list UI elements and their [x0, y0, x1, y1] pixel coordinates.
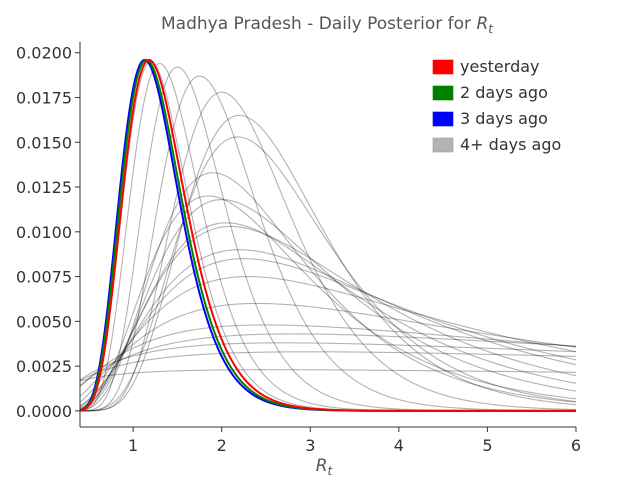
legend-swatch — [432, 59, 454, 75]
posterior-curve-older-3 — [79, 324, 577, 387]
posterior-curve-older-18 — [79, 75, 576, 412]
posterior-curve-older-14 — [79, 258, 577, 407]
x-axis-label-subscript: t — [328, 464, 334, 478]
x-tick-label: 5 — [482, 436, 492, 455]
x-tick-label: 2 — [217, 436, 227, 455]
x-tick-label: 6 — [571, 436, 581, 455]
x-tick-label: 4 — [394, 436, 404, 455]
posterior-curve-yesterday — [79, 58, 576, 412]
y-tick-label: 0.0050 — [16, 312, 72, 331]
posterior-curve-older-16 — [79, 136, 577, 412]
legend-label: yesterday — [460, 57, 540, 76]
chart-title-text: Madhya Pradesh - Daily Posterior for — [161, 14, 476, 34]
y-tick-label: 0.0200 — [16, 44, 72, 63]
posterior-curve-older-7 — [79, 276, 577, 403]
x-tick-label: 3 — [305, 436, 315, 455]
posterior-curve-older-10 — [79, 199, 577, 411]
legend-label: 3 days ago — [460, 109, 548, 128]
y-tick-label: 0.0150 — [16, 133, 72, 152]
posterior-curve-older-9 — [79, 225, 577, 409]
y-tick-label: 0.0025 — [16, 357, 72, 376]
legend: yesterday 2 days ago 3 days ago 4+ days ago — [432, 57, 561, 154]
posterior-curve-older-4 — [79, 351, 577, 382]
y-tick-label: 0.0125 — [16, 178, 72, 197]
posterior-curve-older-11 — [79, 172, 577, 411]
y-tick-label: 0.0075 — [16, 268, 72, 287]
posterior-curve-older-17 — [80, 91, 577, 412]
legend-swatch — [432, 85, 454, 101]
legend-swatch — [432, 111, 454, 127]
x-axis-label: Rt — [316, 456, 334, 478]
legend-label: 2 days ago — [460, 83, 548, 102]
posterior-curve-older-6 — [79, 302, 577, 397]
chart-title: Madhya Pradesh - Daily Posterior for Rt — [161, 14, 494, 36]
posterior-curve-older-5 — [79, 369, 577, 382]
chart-title-subscript: t — [488, 22, 494, 36]
legend-swatch — [432, 137, 454, 153]
x-tick-label: 1 — [128, 436, 138, 455]
chart-title-symbol: R — [476, 14, 488, 34]
y-ticks: 0.0000 0.0025 0.0050 0.0075 0.0100 0.0125 0.01… — [16, 44, 80, 421]
curves-layer — [79, 58, 577, 412]
posterior-curve-older-8 — [79, 249, 577, 407]
y-tick-label: 0.0000 — [16, 402, 72, 421]
posterior-curve-older-1 — [79, 333, 577, 387]
posterior-curve-older-13 — [79, 222, 577, 410]
x-ticks: 1 2 3 4 5 6 — [128, 427, 581, 455]
y-tick-label: 0.0100 — [16, 223, 72, 242]
x-axis-label-symbol: R — [316, 456, 328, 476]
y-tick-label: 0.0175 — [16, 89, 72, 108]
legend-label: 4+ days ago — [460, 135, 561, 154]
posterior-curve-older-2 — [79, 342, 577, 381]
posterior-curve-older-15 — [80, 114, 577, 412]
posterior-curve-older-12 — [79, 195, 577, 410]
